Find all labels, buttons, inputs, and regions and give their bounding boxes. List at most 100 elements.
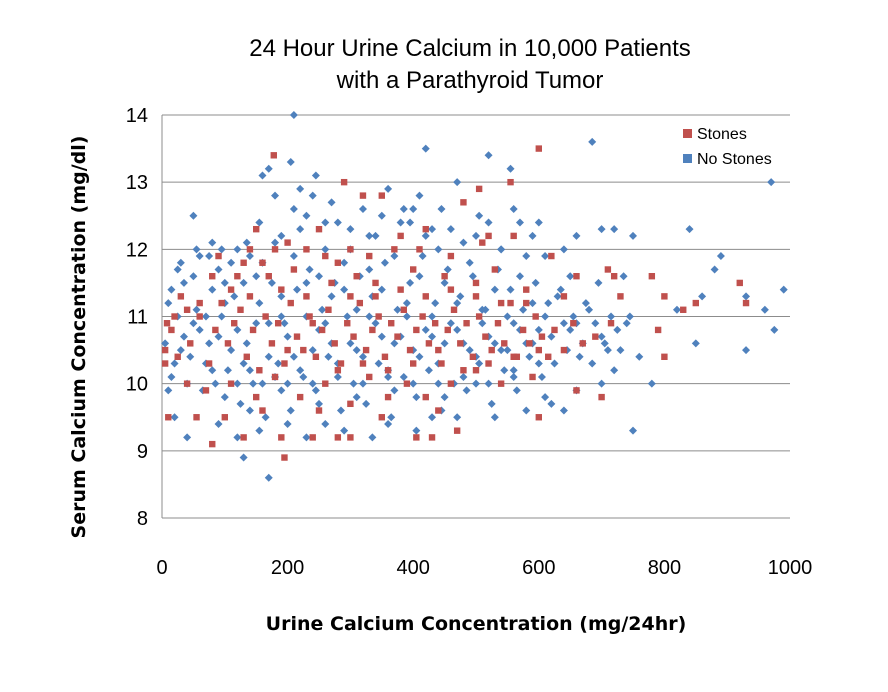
point-stones bbox=[209, 273, 216, 280]
point-no-stones bbox=[208, 366, 217, 375]
point-stones bbox=[196, 313, 203, 320]
point-no-stones bbox=[490, 413, 499, 422]
point-no-stones bbox=[201, 312, 210, 321]
point-stones bbox=[419, 313, 426, 320]
point-stones bbox=[416, 246, 423, 253]
point-no-stones bbox=[220, 278, 229, 287]
point-stones bbox=[460, 367, 467, 374]
point-no-stones bbox=[591, 319, 600, 328]
point-no-stones bbox=[515, 218, 524, 227]
point-no-stones bbox=[230, 292, 239, 301]
point-stones bbox=[259, 259, 266, 266]
point-no-stones bbox=[559, 406, 568, 415]
point-no-stones bbox=[179, 332, 188, 341]
point-no-stones bbox=[223, 366, 232, 375]
point-no-stones bbox=[289, 352, 298, 361]
point-no-stones bbox=[377, 285, 386, 294]
point-stones bbox=[447, 286, 455, 293]
point-no-stones bbox=[453, 299, 462, 308]
point-no-stones bbox=[258, 171, 267, 180]
point-no-stones bbox=[710, 265, 719, 274]
point-no-stones bbox=[296, 225, 305, 234]
point-no-stones bbox=[293, 285, 302, 294]
point-stones bbox=[205, 360, 213, 367]
point-no-stones bbox=[396, 218, 405, 227]
point-no-stones bbox=[358, 205, 367, 214]
point-stones bbox=[469, 353, 477, 360]
point-stones bbox=[359, 192, 367, 199]
point-stones bbox=[315, 407, 323, 414]
point-stones bbox=[375, 313, 382, 320]
data-points bbox=[161, 111, 788, 482]
point-stones bbox=[328, 279, 335, 287]
point-stones bbox=[384, 393, 392, 401]
point-stones bbox=[262, 313, 269, 320]
point-no-stones bbox=[299, 372, 308, 381]
point-no-stones bbox=[192, 245, 201, 254]
point-no-stones bbox=[622, 319, 631, 328]
point-no-stones bbox=[509, 319, 518, 328]
point-stones bbox=[303, 246, 310, 253]
point-no-stones bbox=[173, 265, 182, 274]
point-no-stones bbox=[415, 272, 424, 281]
point-no-stones bbox=[289, 205, 298, 214]
point-no-stones bbox=[205, 339, 214, 348]
point-stones bbox=[425, 340, 433, 347]
point-no-stones bbox=[440, 278, 449, 287]
point-no-stones bbox=[588, 137, 597, 146]
point-no-stones bbox=[252, 272, 261, 281]
point-no-stones bbox=[475, 359, 484, 368]
point-no-stones bbox=[597, 379, 606, 388]
point-stones bbox=[240, 434, 247, 441]
point-no-stones bbox=[412, 393, 421, 402]
point-no-stones bbox=[186, 352, 195, 361]
point-no-stones bbox=[340, 258, 349, 267]
point-no-stones bbox=[515, 272, 524, 281]
point-no-stones bbox=[261, 413, 270, 422]
point-stones bbox=[475, 185, 483, 193]
point-stones bbox=[523, 286, 530, 293]
point-stones bbox=[161, 346, 169, 354]
point-stones bbox=[234, 273, 241, 280]
point-no-stones bbox=[610, 225, 619, 234]
point-stones bbox=[174, 353, 181, 360]
point-no-stones bbox=[547, 399, 556, 408]
point-stones bbox=[256, 367, 263, 374]
point-stones bbox=[460, 199, 467, 206]
point-stones bbox=[447, 380, 455, 387]
point-no-stones bbox=[534, 325, 543, 334]
point-stones bbox=[347, 246, 354, 253]
point-no-stones bbox=[566, 325, 575, 334]
y-tick-labels: 8 9 10 11 12 13 14 bbox=[126, 105, 148, 530]
point-stones bbox=[284, 239, 291, 246]
point-no-stones bbox=[239, 278, 248, 287]
point-no-stones bbox=[242, 339, 251, 348]
point-no-stones bbox=[264, 164, 273, 173]
point-stones bbox=[315, 225, 323, 233]
point-stones bbox=[369, 326, 376, 334]
point-no-stones bbox=[428, 312, 437, 321]
point-no-stones bbox=[340, 285, 349, 294]
point-stones bbox=[193, 414, 200, 421]
point-no-stones bbox=[302, 211, 311, 220]
point-no-stones bbox=[569, 312, 578, 321]
point-stones bbox=[654, 326, 662, 334]
point-no-stones bbox=[556, 285, 565, 294]
point-no-stones bbox=[277, 312, 286, 321]
point-no-stones bbox=[227, 346, 236, 355]
point-no-stones bbox=[434, 379, 443, 388]
point-stones bbox=[171, 313, 178, 320]
point-no-stones bbox=[547, 332, 556, 341]
point-stones bbox=[350, 333, 357, 340]
point-no-stones bbox=[283, 419, 292, 428]
point-no-stones bbox=[189, 319, 198, 328]
point-no-stones bbox=[214, 332, 223, 341]
point-stones bbox=[253, 393, 260, 401]
point-no-stones bbox=[343, 312, 352, 321]
point-stones bbox=[344, 320, 351, 327]
point-no-stones bbox=[393, 305, 402, 314]
point-no-stones bbox=[456, 292, 465, 301]
point-stones bbox=[403, 380, 411, 387]
point-no-stones bbox=[443, 265, 452, 274]
